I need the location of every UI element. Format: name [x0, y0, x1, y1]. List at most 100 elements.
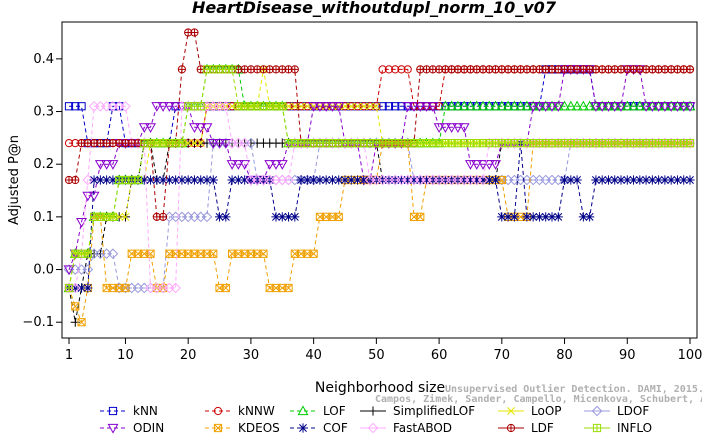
data-point [521, 100, 533, 111]
data-point [107, 248, 119, 260]
legend-marker [506, 423, 516, 433]
data-point [685, 139, 695, 148]
data-point [591, 175, 601, 185]
data-point [64, 283, 74, 293]
data-point [76, 218, 87, 228]
data-point [164, 175, 174, 185]
data-point [309, 249, 318, 258]
data-point [64, 139, 74, 148]
data-point [503, 212, 513, 222]
data-point [82, 174, 94, 186]
legend-label: INFLO [617, 421, 652, 434]
data-point [108, 212, 118, 221]
data-point [660, 175, 670, 185]
data-point [221, 283, 230, 293]
data-point [83, 249, 92, 258]
data-point [353, 102, 362, 111]
data-point [276, 160, 288, 170]
data-point [490, 160, 501, 170]
data-point [221, 102, 230, 111]
data-point [384, 102, 394, 111]
data-point [590, 102, 602, 112]
series-odin [63, 65, 696, 276]
data-point [597, 175, 607, 185]
data-point [477, 160, 489, 170]
series-line [69, 142, 690, 289]
data-point [458, 100, 470, 111]
data-point [82, 264, 94, 275]
data-point [478, 175, 488, 185]
data-point [679, 175, 689, 185]
data-point [559, 100, 570, 111]
data-point [89, 175, 99, 185]
legend-item-knn: kNN [100, 404, 158, 418]
data-point [177, 139, 187, 148]
data-point [403, 65, 412, 74]
data-point [384, 65, 394, 74]
data-point [95, 175, 105, 185]
data-point [634, 100, 646, 111]
data-point [616, 175, 626, 185]
data-point [615, 102, 627, 112]
data-point [497, 175, 506, 185]
data-point [71, 302, 80, 311]
data-point [378, 65, 387, 74]
data-point [672, 102, 683, 112]
data-point [101, 160, 113, 170]
data-point [522, 212, 532, 222]
legend-item-simplifiedlof: SimplifiedLOF [360, 404, 475, 418]
data-point [496, 100, 508, 111]
data-point [471, 160, 483, 170]
data-point [477, 100, 489, 111]
data-point [190, 139, 199, 148]
data-point [271, 212, 281, 222]
legend-label: kNN [133, 404, 158, 418]
data-point [239, 137, 250, 149]
x-tick-label: 90 [619, 348, 636, 363]
data-point [120, 100, 131, 112]
data-point [201, 123, 213, 133]
data-point [177, 175, 187, 185]
data-point [226, 160, 238, 170]
data-point [196, 102, 205, 111]
data-point [465, 160, 476, 170]
data-point [94, 160, 106, 170]
data-point [309, 175, 319, 185]
data-point [653, 102, 665, 112]
data-point [308, 102, 320, 112]
series-line [68, 68, 690, 270]
data-point [195, 123, 207, 133]
legend-marker [367, 422, 379, 434]
data-point [484, 175, 494, 185]
legend-item-ldf: LDF [498, 421, 554, 434]
data-point [546, 102, 558, 112]
data-point [88, 191, 100, 202]
data-point [227, 65, 237, 74]
data-point [603, 102, 614, 112]
series-line [68, 142, 690, 323]
y-tick-label: 0.0 [33, 263, 54, 278]
data-point [214, 139, 225, 149]
data-point [240, 175, 250, 185]
data-point [678, 102, 690, 112]
legend-label: LOF [323, 404, 346, 418]
data-point [666, 175, 676, 185]
data-point [270, 160, 282, 170]
data-point [334, 212, 343, 221]
data-point [152, 175, 162, 185]
data-point [684, 102, 696, 112]
data-point [221, 212, 231, 222]
data-point [414, 102, 426, 112]
series-simplifiedlof [64, 138, 695, 327]
data-point [439, 123, 451, 133]
data-point [107, 160, 119, 170]
data-point [659, 102, 671, 112]
legend-label: ODIN [133, 421, 164, 434]
data-point [610, 175, 620, 185]
data-point [209, 249, 218, 258]
data-point [171, 175, 181, 185]
data-point [102, 175, 112, 185]
data-point [483, 100, 495, 111]
series-line [68, 142, 690, 325]
